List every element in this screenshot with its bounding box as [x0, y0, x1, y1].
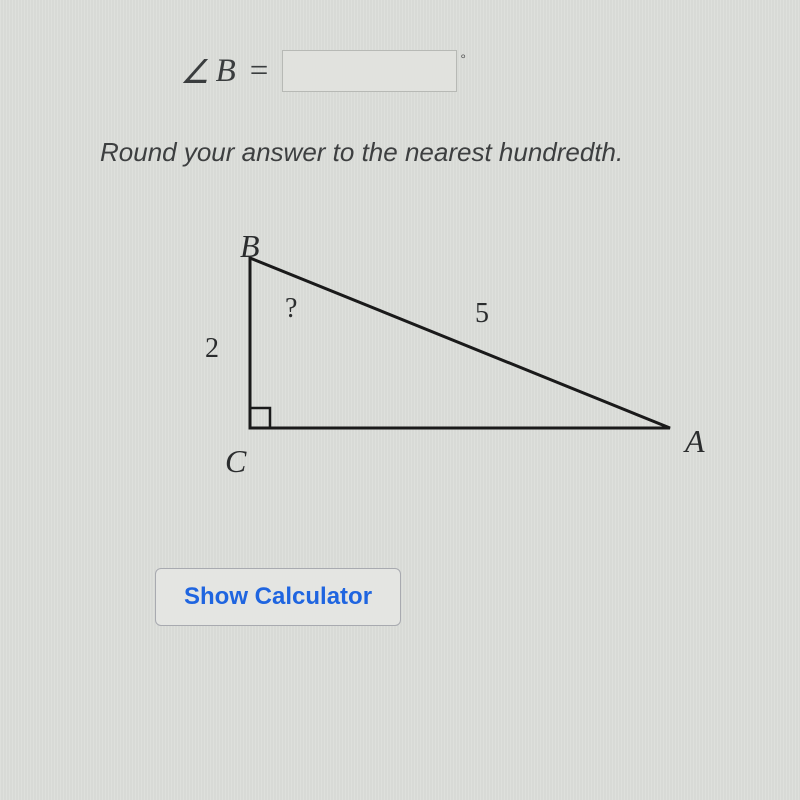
triangle-shape	[250, 258, 670, 428]
triangle-diagram: B C A 2 5 ?	[150, 228, 710, 498]
show-calculator-button[interactable]: Show Calculator	[155, 568, 401, 626]
content-area: ∠ B = ° Round your answer to the nearest…	[0, 0, 800, 666]
equals-sign: =	[250, 53, 269, 90]
equation-row: ∠ B = °	[180, 50, 700, 92]
variable-b: B	[216, 53, 236, 90]
right-angle-mark	[250, 408, 270, 428]
answer-input[interactable]	[282, 50, 457, 92]
instruction-text: Round your answer to the nearest hundred…	[100, 137, 700, 168]
side-ab-label: 5	[475, 298, 489, 330]
angle-question-mark: ?	[285, 293, 297, 325]
side-bc-label: 2	[205, 333, 219, 365]
degree-symbol: °	[460, 51, 466, 67]
vertex-a-label: A	[685, 423, 705, 460]
vertex-c-label: C	[225, 443, 246, 480]
vertex-b-label: B	[240, 228, 260, 265]
angle-symbol: ∠	[180, 52, 210, 91]
